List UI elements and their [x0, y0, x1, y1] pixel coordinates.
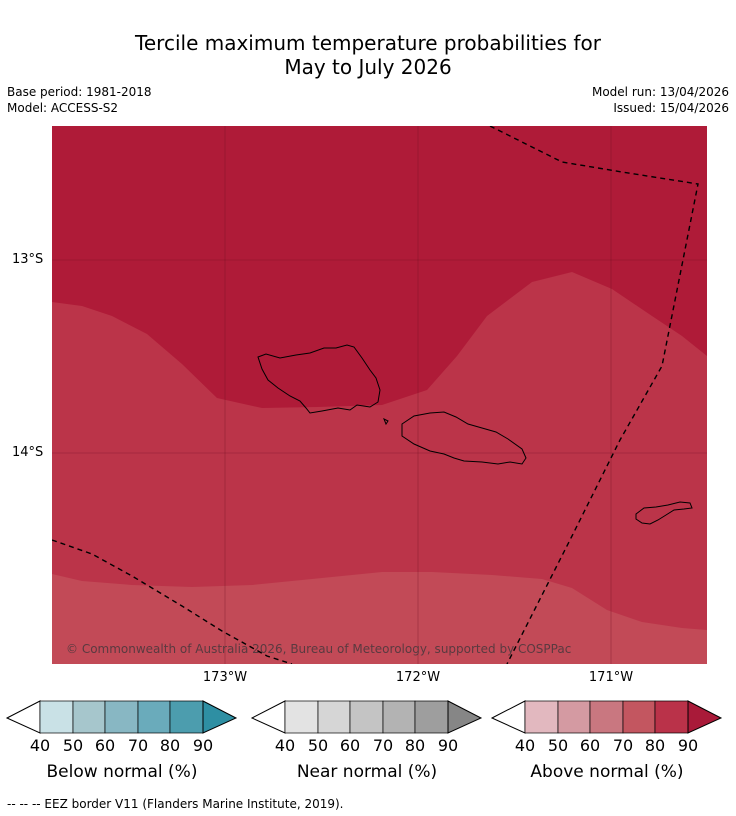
region-low-probability	[52, 572, 707, 664]
colorbar-above-normal-bin-40	[524, 700, 559, 734]
tick-label: 80	[159, 736, 181, 755]
colorbar-above-normal-bin-70	[622, 700, 656, 734]
colorbar-near-normal-bin-50	[317, 700, 351, 734]
meta-left: Base period: 1981-2018 Model: ACCESS-S2	[7, 84, 152, 116]
colorbar-near-normal-bin-80	[414, 700, 449, 734]
colorbar-near-normal-bin-60	[349, 700, 384, 734]
colorbar-above-normal-bin-80	[654, 700, 689, 734]
lat-label-13s: 13°S	[12, 252, 44, 267]
colorbar-below-normal-bin-70	[137, 700, 171, 734]
tick-label: 60	[339, 736, 361, 755]
issued-date: Issued: 15/04/2026	[613, 101, 729, 115]
base-period: Base period: 1981-2018	[7, 85, 152, 99]
colorbar-near-normal-low-arrow	[251, 700, 286, 734]
colorbar-below-normal	[6, 700, 238, 734]
region-mid-probability	[52, 272, 707, 664]
copyright-notice: © Commonwealth of Australia 2026, Bureau…	[66, 642, 571, 656]
colorbar-near-normal-high-arrow	[447, 700, 483, 734]
colorbar-near-normal	[251, 700, 483, 734]
tick-label: 60	[94, 736, 116, 755]
tick-label: 80	[644, 736, 666, 755]
probability-map: © Commonwealth of Australia 2026, Bureau…	[52, 126, 707, 664]
tick-label: 50	[307, 736, 329, 755]
coastlines	[257, 344, 693, 525]
tick-label: 40	[514, 736, 536, 755]
island-tutuila	[635, 501, 693, 525]
model-run: Model run: 13/04/2026	[591, 85, 729, 99]
colorbar-below-normal-bin-40	[39, 700, 74, 734]
island-upolu	[401, 411, 527, 465]
tick-label: 40	[274, 736, 296, 755]
tick-label: 50	[62, 736, 84, 755]
tick-label: 80	[404, 736, 426, 755]
tick-label: 70	[612, 736, 634, 755]
tick-label: 90	[437, 736, 459, 755]
colorbar-near-normal-bin-70	[382, 700, 416, 734]
colorbar-above-normal-bin-60	[589, 700, 624, 734]
tick-label: 90	[677, 736, 699, 755]
tick-label: 70	[127, 736, 149, 755]
colorbar-below-normal-bin-50	[72, 700, 106, 734]
colorbar-below-normal-low-arrow	[6, 700, 41, 734]
eez-border-east	[489, 126, 699, 664]
tick-label: 40	[29, 736, 51, 755]
colorbar-above-normal-low-arrow	[491, 700, 526, 734]
eez-border	[52, 126, 699, 664]
lon-label-172w: 172°W	[395, 670, 441, 685]
tick-label: 50	[547, 736, 569, 755]
eez-footnote: -- -- -- EEZ border V11 (Flanders Marine…	[7, 797, 344, 811]
island-savaii	[257, 344, 381, 414]
colorbar-below-normal-title: Below normal (%)	[46, 762, 198, 782]
lat-label-14s: 14°S	[12, 445, 44, 460]
colorbar-above-normal-high-arrow	[687, 700, 723, 734]
colorbar-above-normal-bin-50	[557, 700, 591, 734]
title-line-2: May to July 2026	[284, 55, 452, 79]
title-line-1: Tercile maximum temperature probabilitie…	[135, 31, 601, 55]
tick-label: 60	[579, 736, 601, 755]
colorbar-near-normal-bin-40	[284, 700, 319, 734]
lon-label-173w: 173°W	[202, 670, 248, 685]
tick-label: 90	[192, 736, 214, 755]
graticule	[52, 126, 707, 664]
colorbar-above-normal	[491, 700, 723, 734]
lon-label-171w: 171°W	[588, 670, 634, 685]
colorbar-below-normal-bin-60	[104, 700, 139, 734]
island-manono	[383, 417, 389, 426]
eez-border-southwest	[52, 539, 293, 664]
colorbar-below-normal-bin-80	[169, 700, 204, 734]
colorbar-below-normal-high-arrow	[202, 700, 238, 734]
colorbar-near-normal-title: Near normal (%)	[296, 762, 438, 782]
map-title: Tercile maximum temperature probabilitie…	[0, 31, 736, 79]
model-name: Model: ACCESS-S2	[7, 101, 119, 115]
tick-label: 70	[372, 736, 394, 755]
meta-right: Model run: 13/04/2026 Issued: 15/04/2026	[592, 84, 729, 116]
colorbar-above-normal-title: Above normal (%)	[530, 762, 684, 782]
